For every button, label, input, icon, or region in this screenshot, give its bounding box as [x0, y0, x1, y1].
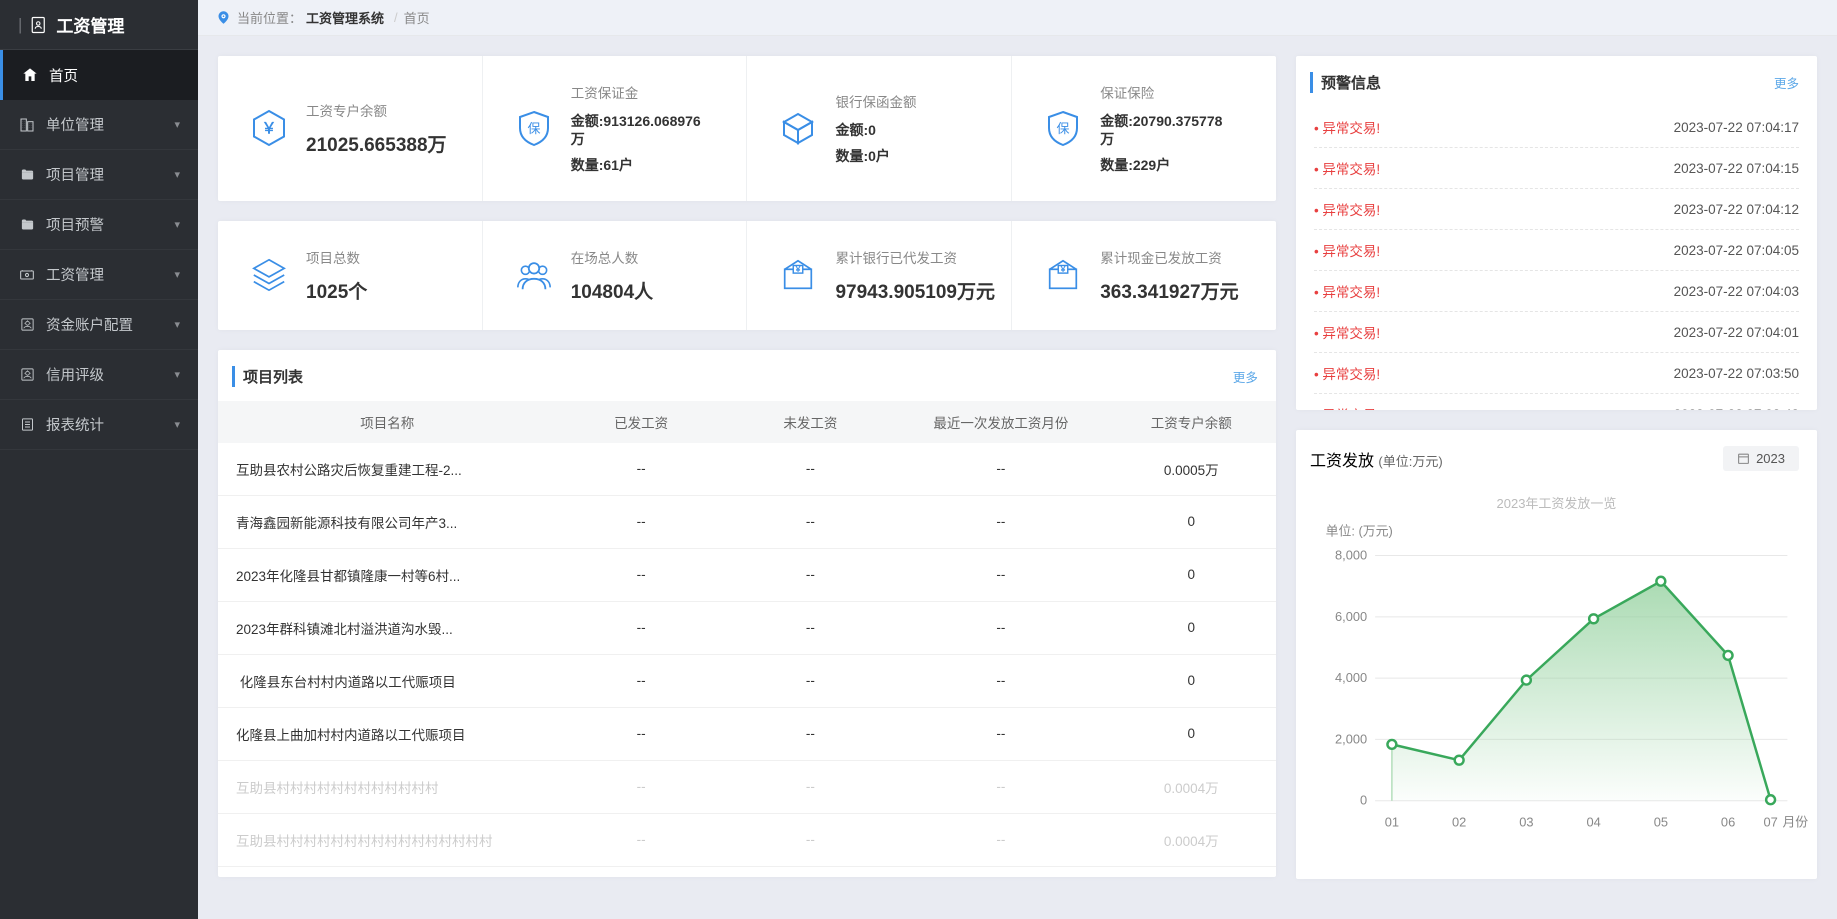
svg-text:03: 03	[1519, 814, 1533, 829]
svg-text:保: 保	[1057, 121, 1070, 136]
svg-text:02: 02	[1452, 814, 1466, 829]
svg-text:04: 04	[1586, 814, 1600, 829]
svg-text:6,000: 6,000	[1335, 609, 1367, 624]
svg-text:05: 05	[1654, 814, 1668, 829]
svg-text:4,000: 4,000	[1335, 670, 1367, 685]
svg-text:01: 01	[1385, 814, 1399, 829]
svg-text:￥: ￥	[261, 120, 276, 137]
svg-text:0: 0	[1360, 793, 1367, 808]
svg-text:月份: 月份	[1782, 814, 1808, 829]
svg-text:￥: ￥	[795, 265, 803, 274]
svg-text:保: 保	[527, 121, 540, 136]
svg-text:07: 07	[1763, 814, 1777, 829]
svg-text:8,000: 8,000	[1335, 547, 1367, 562]
svg-text:2,000: 2,000	[1335, 731, 1367, 746]
svg-text:06: 06	[1721, 814, 1735, 829]
svg-text:单位: (万元): 单位: (万元)	[1326, 524, 1393, 539]
svg-text:￥: ￥	[1059, 265, 1067, 274]
